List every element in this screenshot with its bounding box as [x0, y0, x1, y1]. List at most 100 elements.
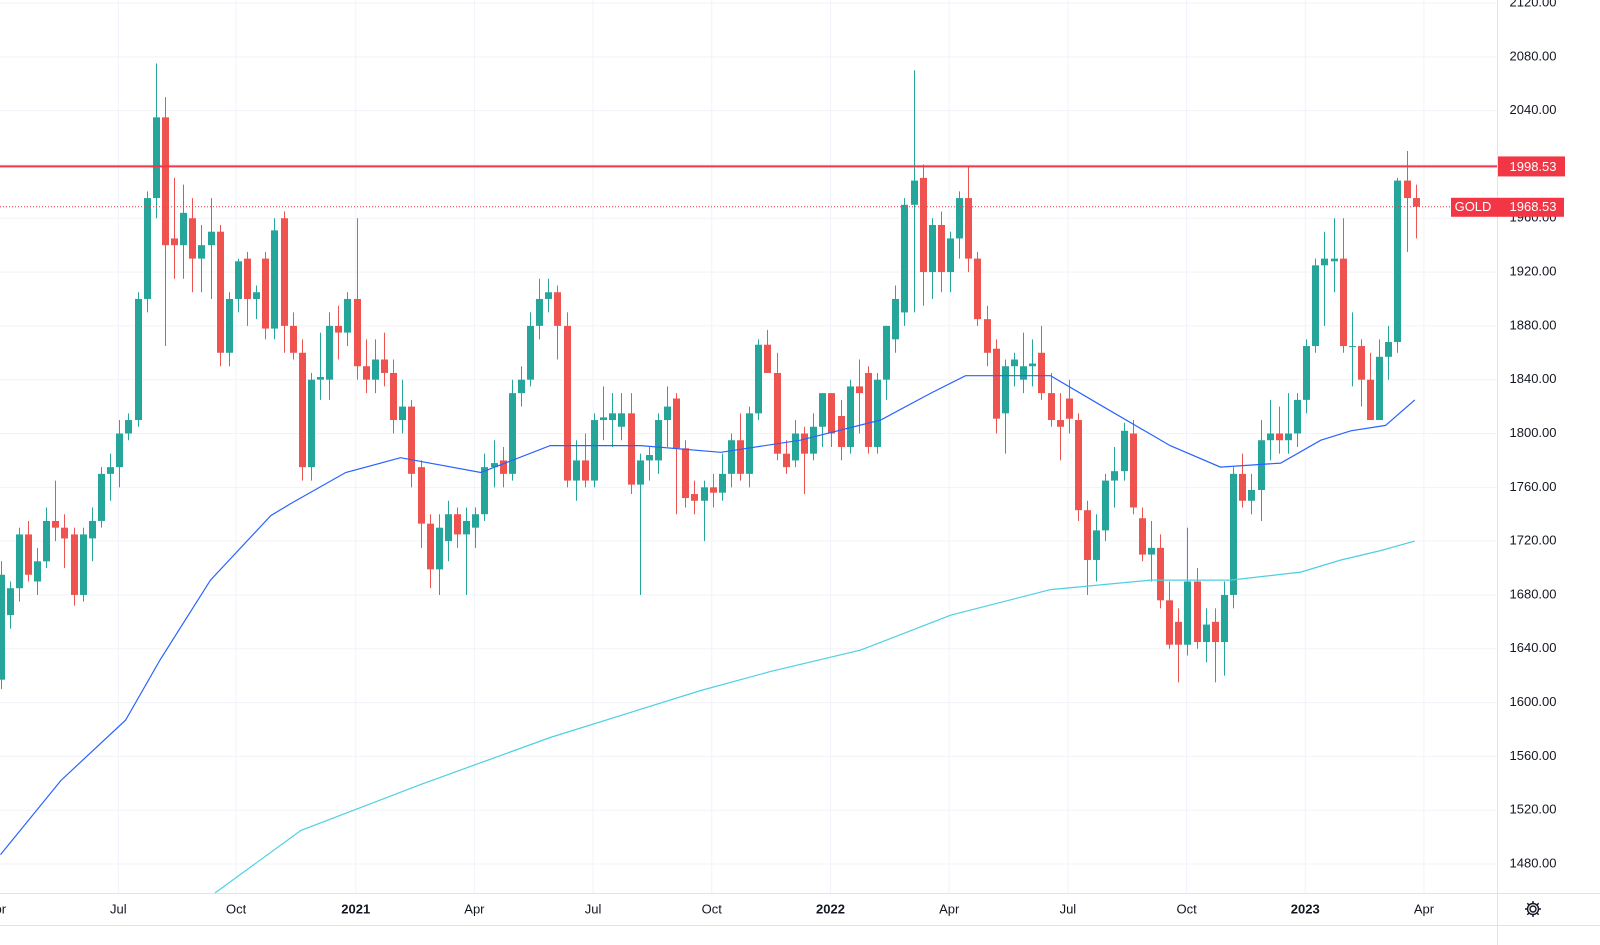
candle-body: [180, 212, 187, 246]
candle-body: [719, 473, 726, 493]
candle-body: [1413, 198, 1420, 207]
candle-body: [664, 406, 671, 421]
candle-body: [290, 325, 297, 353]
candle-body: [1157, 547, 1164, 601]
candle-body: [491, 463, 498, 468]
candle-body: [107, 467, 114, 474]
candle-body: [1376, 356, 1383, 421]
x-tick-label: Apr: [1414, 901, 1435, 916]
candle-body: [1239, 473, 1246, 501]
candle-body: [1230, 473, 1237, 595]
candle-body: [1303, 346, 1310, 400]
y-tick-label: 2120.00: [1510, 0, 1557, 9]
candle-body: [481, 467, 488, 515]
settings-icon[interactable]: [1525, 901, 1541, 917]
candle-body: [208, 231, 215, 246]
candle-body: [1203, 624, 1210, 643]
candle-body: [1066, 398, 1073, 419]
moving-average-line: [0, 375, 1416, 855]
candle-body: [1267, 433, 1274, 441]
y-tick-label: 1600.00: [1510, 694, 1557, 709]
candle-body: [1276, 433, 1283, 441]
candle-body: [500, 460, 507, 474]
y-tick-label: 1800.00: [1510, 425, 1557, 440]
y-tick-label: 1760.00: [1510, 479, 1557, 494]
candle-body: [390, 372, 397, 421]
candle-body: [326, 325, 333, 380]
y-tick-label: 1840.00: [1510, 371, 1557, 386]
candle-body: [509, 393, 516, 474]
candle-body: [418, 467, 425, 524]
candle-body: [883, 325, 890, 380]
candle-body: [381, 359, 388, 373]
candle-body: [1212, 621, 1219, 643]
candle-body: [865, 372, 872, 447]
candle-body: [792, 433, 799, 461]
candle-body: [929, 224, 936, 273]
candle-body: [1294, 399, 1301, 434]
candle-body: [518, 379, 525, 394]
y-tick-label: 1480.00: [1510, 855, 1557, 870]
candle-body: [947, 238, 954, 273]
x-tick-label: 2021: [341, 901, 370, 916]
candle-body: [436, 527, 443, 570]
candle-body: [317, 376, 324, 380]
y-tick-label: 2080.00: [1510, 48, 1557, 63]
candle-body: [847, 386, 854, 447]
candle-body: [984, 319, 991, 353]
candle-body: [89, 520, 96, 539]
price-label-name: GOLD: [1455, 199, 1492, 214]
candle-body: [61, 527, 68, 539]
x-tick-label: 2022: [816, 901, 845, 916]
candle-body: [1121, 430, 1128, 472]
candle-body: [564, 325, 571, 481]
candle-body: [974, 258, 981, 320]
candle-body: [1248, 490, 1255, 501]
candle-body: [956, 198, 963, 239]
candle-body: [363, 366, 370, 380]
candle-body: [244, 258, 251, 299]
candle-body: [1184, 581, 1191, 645]
candle-body: [43, 520, 50, 562]
candle-body: [25, 534, 32, 575]
candle-body: [372, 359, 379, 380]
candle-body: [710, 487, 717, 493]
candle-body: [801, 433, 808, 454]
candle-body: [545, 292, 552, 299]
plot-area: [0, 63, 1497, 893]
candle-body: [582, 460, 589, 481]
candle-body: [755, 344, 762, 414]
candle-body: [144, 198, 151, 299]
x-tick-label: Jul: [1060, 901, 1077, 916]
candle-body: [1358, 346, 1365, 380]
candle-body: [253, 292, 260, 299]
candle-body: [892, 298, 899, 340]
candle-body: [7, 588, 14, 616]
candle-body: [1139, 518, 1146, 555]
candle-body: [1194, 581, 1201, 643]
candle-body: [80, 534, 87, 595]
x-tick-label: Jul: [110, 901, 127, 916]
hline-label-bg: [1498, 156, 1565, 177]
candle-body: [746, 413, 753, 474]
candle-body: [1331, 258, 1338, 262]
candle-body: [1312, 265, 1319, 347]
candle-body: [472, 514, 479, 528]
candle-body: [701, 487, 708, 501]
candle-body: [728, 440, 735, 474]
candle-body: [1175, 621, 1182, 645]
candle-body: [454, 514, 461, 535]
candle-body: [16, 534, 23, 589]
candle-body: [344, 298, 351, 333]
candle-body: [1258, 440, 1265, 491]
candle-body: [554, 292, 561, 326]
candle-body: [628, 413, 635, 485]
candle-body: [1038, 352, 1045, 394]
candle-body: [1285, 433, 1292, 441]
candle-body: [938, 224, 945, 273]
x-tick-label: Apr: [464, 901, 485, 916]
y-tick-label: 2040.00: [1510, 102, 1557, 117]
x-tick-label: Oct: [702, 901, 723, 916]
candle-body: [1130, 433, 1137, 508]
